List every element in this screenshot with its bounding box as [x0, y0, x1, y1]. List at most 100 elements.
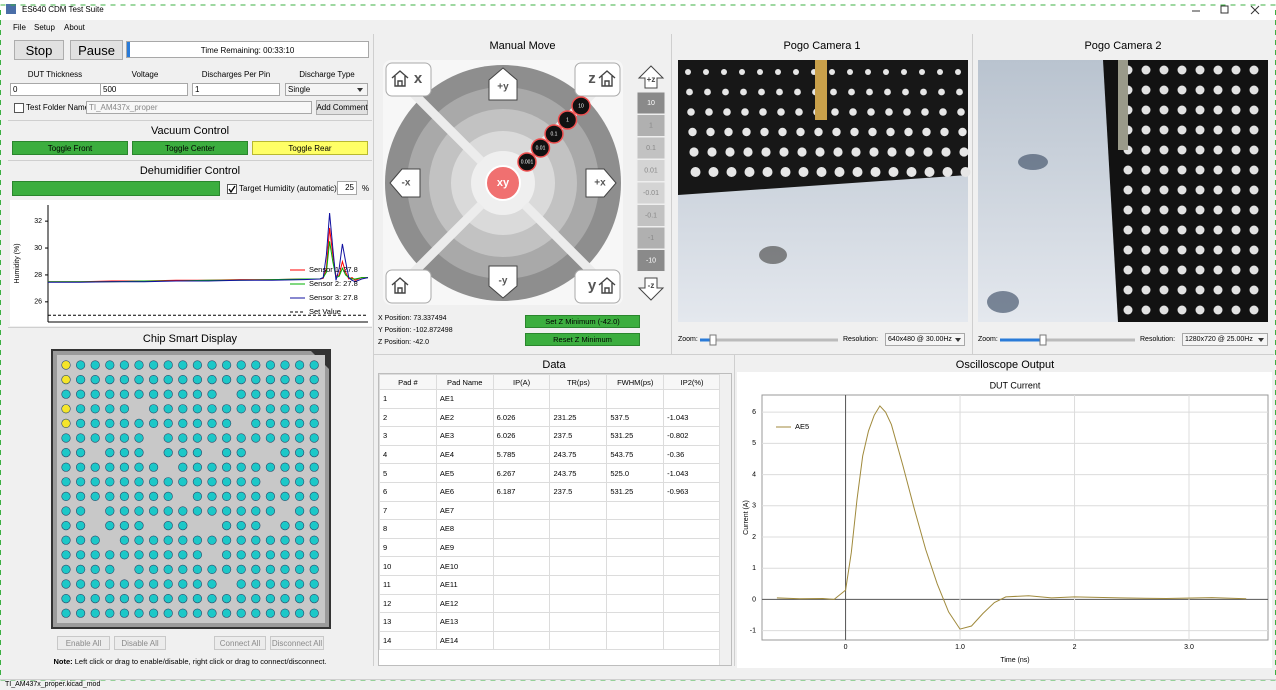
- solder-ball: [1142, 106, 1151, 115]
- solder-ball: [760, 128, 768, 136]
- solder-ball: [958, 128, 966, 136]
- target-humidity-input[interactable]: 25: [337, 181, 357, 195]
- discharge-type-combo[interactable]: Single: [285, 83, 368, 96]
- solder-ball: [1178, 106, 1187, 115]
- solder-ball: [1232, 206, 1241, 215]
- table-cell: -1.043: [664, 464, 721, 483]
- field-label: DUT Thickness: [10, 70, 100, 79]
- table-cell: 5: [380, 464, 437, 483]
- chip-pad: [120, 434, 129, 443]
- disable-all-button[interactable]: Disable All: [114, 636, 166, 650]
- jog-label: xy: [497, 177, 510, 189]
- chip-pad: [106, 361, 115, 370]
- chip-pad: [295, 551, 304, 560]
- solder-ball: [795, 108, 803, 116]
- chip-pad: [281, 463, 290, 472]
- solder-ball: [1196, 146, 1205, 155]
- menu-item[interactable]: Setup: [34, 23, 55, 32]
- solder-ball: [853, 167, 863, 177]
- chip-pad: [281, 521, 290, 530]
- toggle-rear-button[interactable]: Toggle Rear: [252, 141, 368, 155]
- home-button[interactable]: [575, 270, 620, 303]
- chip-pad: [62, 419, 71, 428]
- chip-pad: [164, 551, 173, 560]
- chip-pad: [149, 594, 158, 603]
- test-folder-checkbox[interactable]: [14, 103, 24, 113]
- chip-pad: [252, 565, 261, 574]
- solder-ball: [743, 147, 752, 156]
- pause-button[interactable]: Pause: [70, 40, 123, 60]
- z-label: +z: [647, 75, 656, 84]
- disconnect-all-button[interactable]: Disconnect All: [270, 636, 324, 650]
- solder-ball: [1214, 186, 1223, 195]
- table-cell: [550, 390, 607, 409]
- chip-pad: [295, 565, 304, 574]
- chip-pad: [266, 536, 275, 545]
- voltage-input[interactable]: 500: [100, 83, 188, 96]
- solder-ball: [905, 147, 914, 156]
- chip-pad: [208, 463, 217, 472]
- chip-pad: [295, 521, 304, 530]
- chip-pad: [266, 375, 275, 384]
- resolution-combo[interactable]: 640x480 @ 30.00Hz: [885, 333, 965, 346]
- target-humidity-checkbox[interactable]: [227, 184, 237, 194]
- enable-all-button[interactable]: Enable All: [57, 636, 110, 650]
- solder-ball: [956, 89, 963, 96]
- home-button[interactable]: [386, 63, 431, 96]
- chip-pad: [135, 565, 144, 574]
- stop-button[interactable]: Stop: [14, 40, 64, 60]
- table-cell: 231.25: [550, 408, 607, 427]
- zoom-slider-handle[interactable]: [710, 335, 716, 345]
- chip-pad: [164, 536, 173, 545]
- table-row: 14AE14: [380, 631, 721, 650]
- menu-item[interactable]: About: [64, 23, 85, 32]
- toggle-front-button[interactable]: Toggle Front: [12, 141, 128, 155]
- home-button[interactable]: [386, 270, 431, 303]
- step-label: 1: [566, 117, 569, 123]
- chip-pad: [208, 507, 217, 516]
- solder-ball: [1178, 186, 1187, 195]
- chip-pad: [310, 536, 319, 545]
- solder-ball: [1196, 226, 1205, 235]
- connect-all-button[interactable]: Connect All: [214, 636, 266, 650]
- x-axis-label: Time (ns): [1000, 657, 1029, 664]
- chip-pad: [62, 375, 71, 384]
- zoom-slider-handle[interactable]: [1040, 335, 1046, 345]
- chip-pad: [106, 405, 115, 414]
- home-button[interactable]: [575, 63, 620, 96]
- toggle-center-button[interactable]: Toggle Center: [132, 141, 248, 155]
- chip-pad: [76, 478, 85, 487]
- resolution-combo[interactable]: 1280x720 @ 25.00Hz: [1182, 333, 1268, 346]
- chip-pad: [179, 551, 188, 560]
- table-cell: [493, 390, 550, 409]
- table-cell: 6: [380, 482, 437, 501]
- test-folder-input[interactable]: TI_AM437x_proper: [86, 101, 312, 114]
- set-z-min-button[interactable]: Set Z Minimum (-42.0): [525, 315, 640, 328]
- dehumidifier-button[interactable]: [12, 181, 220, 196]
- y-tick-label: 5: [752, 440, 756, 447]
- add-comment-button[interactable]: Add Comment: [316, 100, 368, 115]
- table-cell: [607, 520, 664, 539]
- table-cell: 7: [380, 501, 437, 520]
- solder-ball: [758, 89, 765, 96]
- solder-ball: [777, 108, 785, 116]
- solder-ball: [919, 69, 925, 75]
- table-cell: AE5: [436, 464, 493, 483]
- menu-item[interactable]: File: [13, 23, 26, 32]
- reset-z-min-button[interactable]: Reset Z Minimum: [525, 333, 640, 346]
- solder-ball: [883, 69, 889, 75]
- solder-ball: [1196, 166, 1205, 175]
- discharges-input[interactable]: 1: [192, 83, 280, 96]
- solder-ball: [1250, 226, 1259, 235]
- solder-ball: [1124, 186, 1133, 195]
- chip-pad: [222, 478, 231, 487]
- chip-pad: [310, 551, 319, 560]
- chip-pad: [76, 492, 85, 501]
- solder-ball: [1160, 206, 1169, 215]
- combo-arrow: [357, 88, 363, 92]
- chip-pad: [106, 478, 115, 487]
- chip-pad: [120, 594, 129, 603]
- column-header: Pad Name: [436, 375, 493, 390]
- chip-pad: [222, 463, 231, 472]
- chip-pad: [193, 434, 202, 443]
